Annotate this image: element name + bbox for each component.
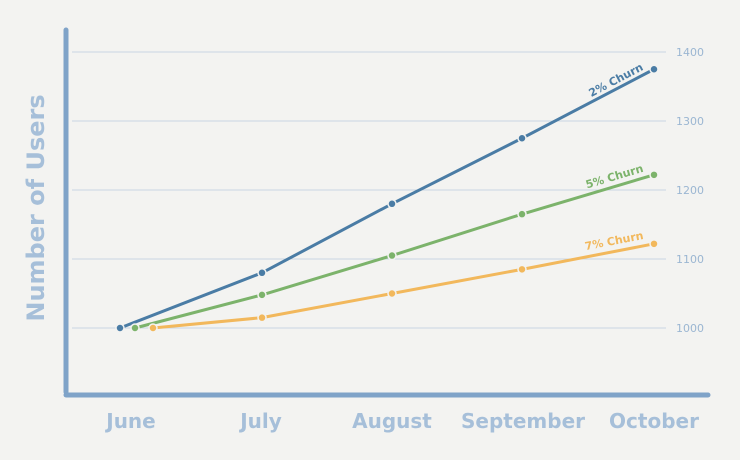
y-tick-label: 1400 [676, 46, 704, 59]
y-tick-label: 1100 [676, 253, 704, 266]
y-tick-labels: 1000 1100 1200 1300 1400 [676, 46, 704, 335]
data-point [649, 239, 659, 249]
data-point [148, 323, 158, 333]
data-point [517, 264, 527, 275]
y-tick-label: 1000 [676, 322, 704, 335]
gridlines [72, 51, 666, 329]
data-point [387, 250, 397, 261]
data-point [649, 64, 659, 74]
x-tick-label: June [104, 409, 155, 433]
data-point [257, 268, 267, 278]
data-point [649, 170, 659, 180]
data-point [257, 312, 267, 323]
data-point [517, 209, 527, 219]
data-point [130, 323, 140, 333]
y-tick-label: 1300 [676, 115, 704, 128]
y-tick-label: 1200 [676, 184, 704, 197]
data-point [115, 323, 125, 333]
series-line [133, 173, 656, 330]
data-point [387, 288, 397, 299]
series-label: 2% Churn [587, 61, 646, 100]
data-point [517, 133, 527, 143]
x-tick-label: September [461, 409, 585, 433]
x-tick-label: July [238, 409, 282, 433]
x-tick-label: August [352, 409, 432, 433]
x-tick-label: October [609, 409, 699, 433]
x-tick-labels: June July August September October [104, 409, 699, 433]
data-point [387, 199, 397, 209]
series-label: 7% Churn [584, 229, 645, 253]
y-axis-label: Number of Users [22, 94, 50, 321]
data-point [257, 290, 267, 300]
